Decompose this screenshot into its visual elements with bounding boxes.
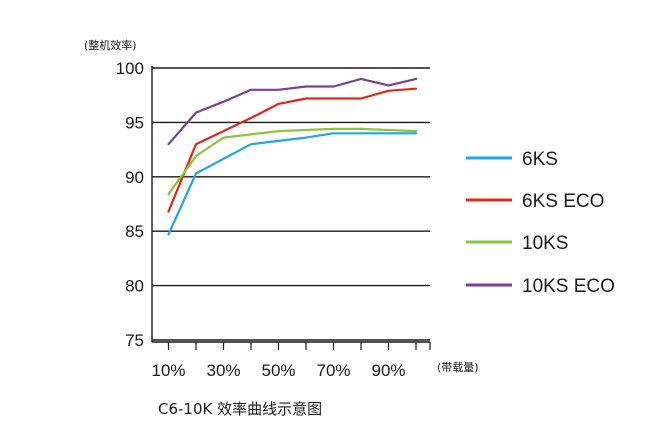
series-line-10ks: [167, 127, 418, 196]
grid-lines: [152, 67, 430, 341]
x-tick-label: 90%: [371, 361, 405, 380]
axes: [151, 66, 431, 350]
legend: 6KS 6KS ECO 10KS 10KS ECO: [466, 149, 615, 297]
x-axis-label: (带载量): [437, 361, 479, 374]
series-line-6ks-eco: [167, 87, 418, 213]
y-tick-label: 85: [125, 222, 144, 241]
y-tick-label: 75: [125, 331, 144, 350]
x-tick-label: 30%: [206, 361, 240, 380]
y-tick-labels: 75 80 85 90 95 100: [116, 59, 144, 350]
y-tick-label: 90: [125, 168, 144, 187]
legend-label-6ks-eco: 6KS ECO: [522, 191, 604, 212]
x-tick-labels: 10% 30% 50% 70% 90%: [151, 361, 405, 380]
legend-label-10ks: 10KS: [522, 233, 568, 254]
x-tick-label: 10%: [151, 361, 185, 380]
y-axis-label: (整机效率): [84, 38, 137, 52]
legend-label-10ks-eco: 10KS ECO: [522, 276, 615, 297]
legend-label-6ks: 6KS: [522, 149, 558, 170]
series-line-10ks-eco: [167, 77, 418, 146]
series-line-6ks: [167, 132, 418, 236]
x-tick-label: 50%: [261, 361, 295, 380]
series-lines: [167, 77, 418, 236]
y-tick-label: 100: [116, 59, 144, 78]
chart-caption: C6-10K 效率曲线示意图: [158, 400, 323, 418]
x-tick-label: 70%: [316, 361, 350, 380]
y-tick-label: 80: [125, 277, 144, 296]
y-tick-label: 95: [125, 113, 144, 132]
